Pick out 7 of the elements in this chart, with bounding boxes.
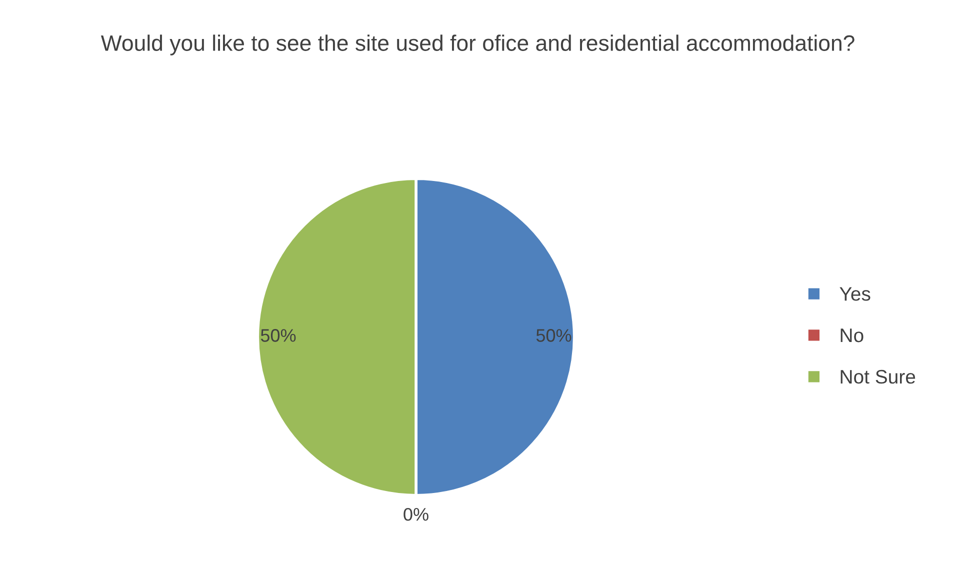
data-label: 50%	[260, 329, 296, 342]
legend-label: Not Sure	[840, 370, 916, 384]
legend-label: Yes	[840, 287, 870, 301]
legend-label: No	[840, 328, 864, 342]
text: 0%	[404, 508, 428, 521]
chart-title: Would you like to see the site used for ofice and residential accommodation?	[100, 34, 854, 56]
data-label: 50%	[536, 329, 572, 342]
